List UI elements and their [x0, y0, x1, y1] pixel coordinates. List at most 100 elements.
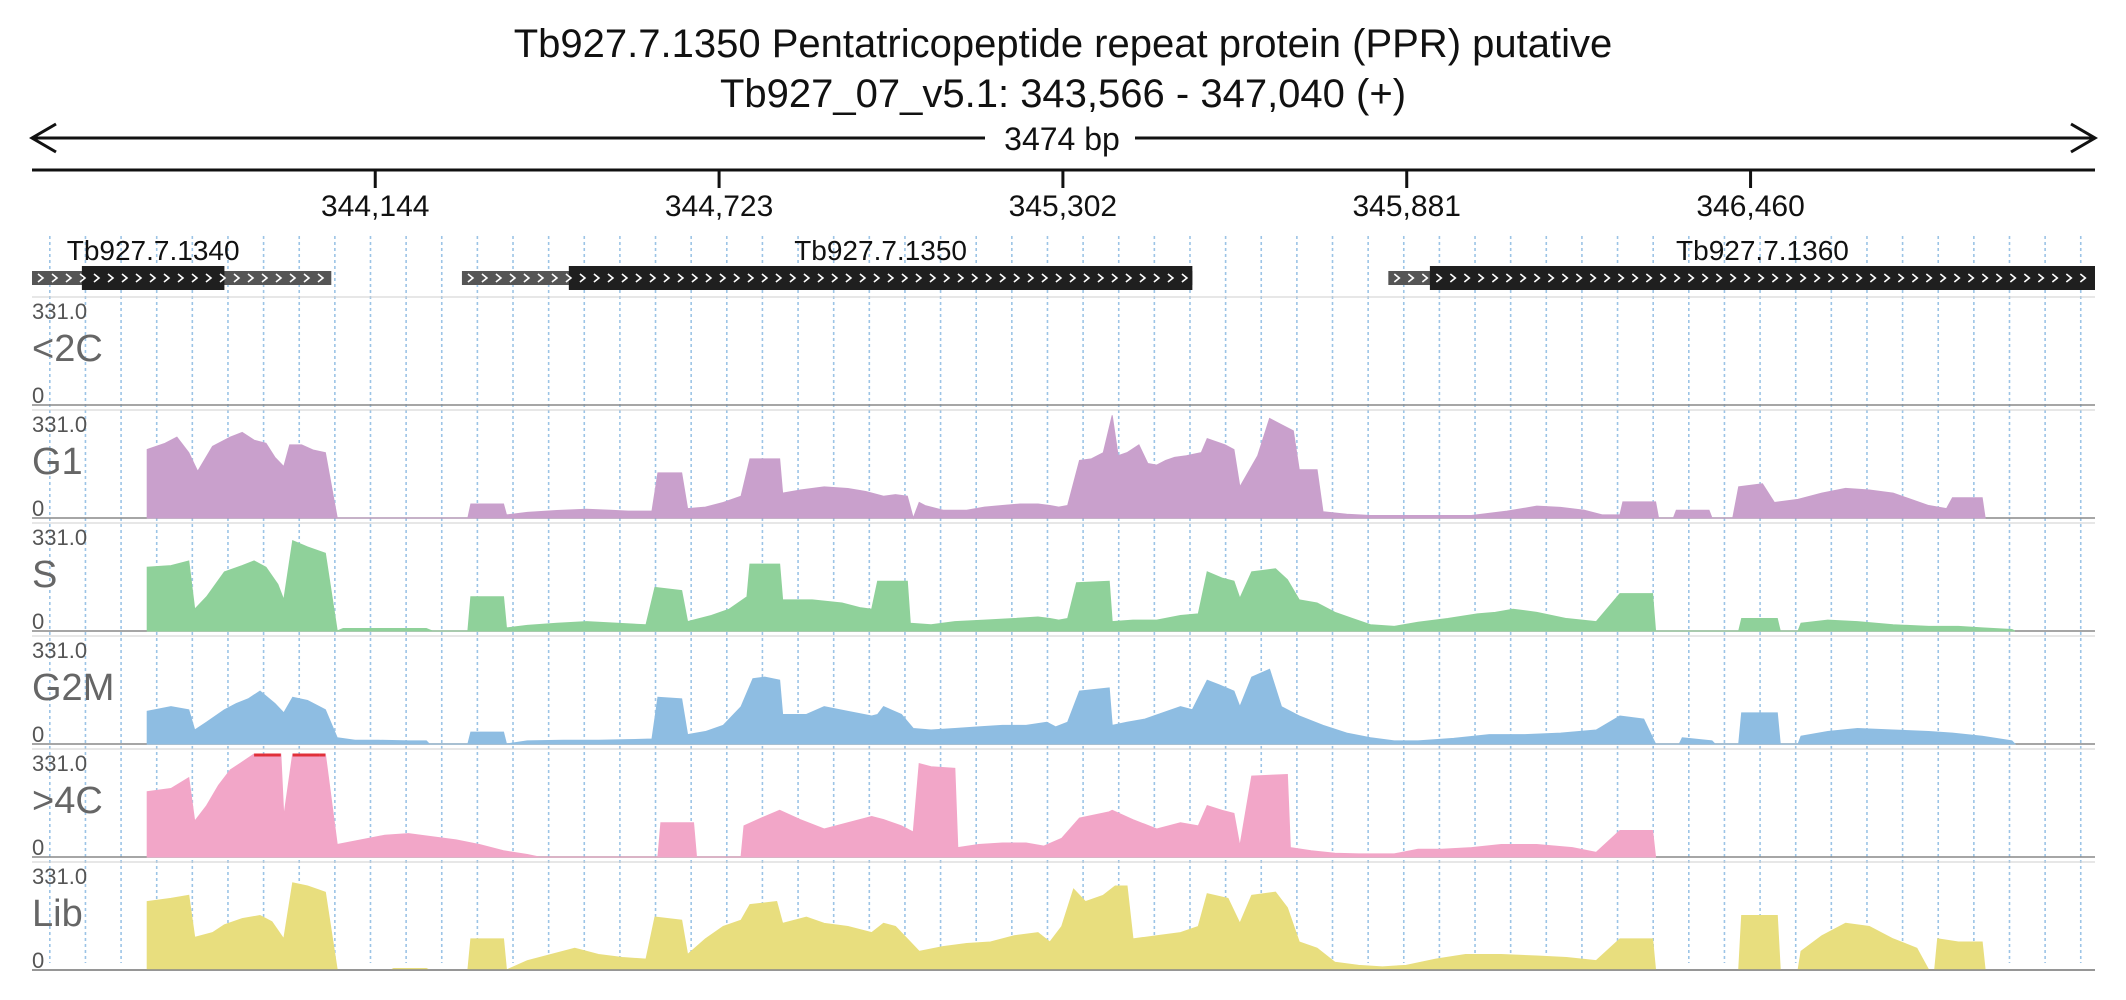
strand-arrow-icon [65, 273, 73, 283]
strand-arrow-icon [1785, 273, 1793, 283]
strand-arrow-icon [957, 273, 965, 283]
strand-arrow-icon [233, 273, 241, 283]
strand-arrow-icon [205, 273, 213, 283]
strand-arrow-icon [163, 273, 171, 283]
strand-arrow-icon [1855, 273, 1863, 283]
strand-arrow-icon [831, 273, 839, 283]
strand-arrow-icon [537, 273, 545, 283]
strand-arrow-icon [1659, 273, 1667, 283]
track-ymin-label: 0 [32, 496, 44, 521]
ruler-tick-label: 345,302 [1009, 190, 1117, 223]
strand-arrow-icon [1813, 273, 1821, 283]
track-ymax-label: 331.0 [32, 751, 87, 776]
strand-arrow-icon [1743, 273, 1751, 283]
strand-arrow-icon [1645, 273, 1653, 283]
track-ymin-label: 0 [32, 383, 44, 408]
strand-arrow-icon [1393, 273, 1401, 283]
strand-arrow-icon [593, 273, 601, 283]
strand-arrow-icon [999, 273, 1007, 283]
strand-arrow-icon [1547, 273, 1555, 283]
strand-arrow-icon [495, 273, 503, 283]
strand-arrow-icon [873, 273, 881, 283]
strand-arrow-icon [289, 273, 297, 283]
gene-cds-bar [81, 266, 225, 290]
strand-arrow-icon [1981, 273, 1989, 283]
strand-arrow-icon [303, 273, 311, 283]
strand-arrow-icon [803, 273, 811, 283]
strand-arrow-icon [2023, 273, 2031, 283]
strand-arrow-icon [1097, 273, 1105, 283]
track-name-label: >4C [32, 780, 103, 822]
strand-arrow-icon [1139, 273, 1147, 283]
strand-arrow-icon [1631, 273, 1639, 283]
strand-arrow-icon [1505, 273, 1513, 283]
track-name-label: G1 [32, 441, 83, 483]
strand-arrow-icon [1055, 273, 1063, 283]
strand-arrow-icon [607, 273, 615, 283]
strand-arrow-icon [663, 273, 671, 283]
strand-arrow-icon [1167, 273, 1175, 283]
strand-arrow-icon [565, 273, 573, 283]
strand-arrow-icon [887, 273, 895, 283]
strand-arrow-icon [1575, 273, 1583, 283]
ruler-tick-label: 344,723 [665, 190, 773, 223]
strand-arrow-icon [1799, 273, 1807, 283]
track-ymin-label: 0 [32, 835, 44, 860]
strand-arrow-icon [93, 273, 101, 283]
strand-arrow-icon [1897, 273, 1905, 283]
strand-arrow-icon [219, 273, 227, 283]
strand-arrow-icon [761, 273, 769, 283]
strand-arrow-icon [1463, 273, 1471, 283]
strand-arrow-icon [317, 273, 325, 283]
strand-arrow-icon [1013, 273, 1021, 283]
track-ymin-label: 0 [32, 722, 44, 747]
track-ymax-label: 331.0 [32, 638, 87, 663]
strand-arrow-icon [621, 273, 629, 283]
strand-arrow-icon [1827, 273, 1835, 283]
strand-arrow-icon [509, 273, 517, 283]
strand-arrow-icon [1967, 273, 1975, 283]
strand-arrow-icon [985, 273, 993, 283]
strand-arrow-icon [551, 273, 559, 283]
strand-arrow-icon [2009, 273, 2017, 283]
strand-arrow-icon [705, 273, 713, 283]
track-ymax-label: 331.0 [32, 864, 87, 889]
strand-arrow-icon [1561, 273, 1569, 283]
coverage-area [146, 415, 1986, 520]
strand-arrow-icon [1435, 273, 1443, 283]
strand-arrow-icon [1069, 273, 1077, 283]
strand-arrow-icon [1407, 273, 1415, 283]
strand-arrow-icon [649, 273, 657, 283]
strand-arrow-icon [191, 273, 199, 283]
strand-arrow-icon [467, 273, 475, 283]
strand-arrow-icon [1519, 273, 1527, 283]
strand-arrow-icon [1421, 273, 1429, 283]
strand-arrow-icon [1925, 273, 1933, 283]
gene-cds-bar [568, 266, 1193, 290]
strand-arrow-icon [775, 273, 783, 283]
strand-arrow-icon [747, 273, 755, 283]
coverage-area [146, 882, 1986, 971]
strand-arrow-icon [481, 273, 489, 283]
track-ymax-label: 331.0 [32, 299, 87, 324]
strand-arrow-icon [1449, 273, 1457, 283]
strand-arrow-icon [635, 273, 643, 283]
strand-arrow-icon [1617, 273, 1625, 283]
strand-arrow-icon [733, 273, 741, 283]
strand-arrow-icon [915, 273, 923, 283]
strand-arrow-icon [37, 273, 45, 283]
coverage-area [146, 540, 2016, 632]
track-name-label: S [32, 554, 57, 596]
strand-arrow-icon [1939, 273, 1947, 283]
length-arrow-left-head [29, 122, 57, 154]
track-name-label: Lib [32, 893, 83, 935]
strand-arrow-icon [2065, 273, 2073, 283]
gene-label: Tb927.7.1360 [1676, 235, 1849, 266]
length-label: 3474 bp [1004, 121, 1120, 157]
strand-arrow-icon [1715, 273, 1723, 283]
strand-arrow-icon [677, 273, 685, 283]
strand-arrow-icon [2079, 273, 2087, 283]
strand-arrow-icon [1589, 273, 1597, 283]
ruler-tick-label: 345,881 [1353, 190, 1461, 223]
